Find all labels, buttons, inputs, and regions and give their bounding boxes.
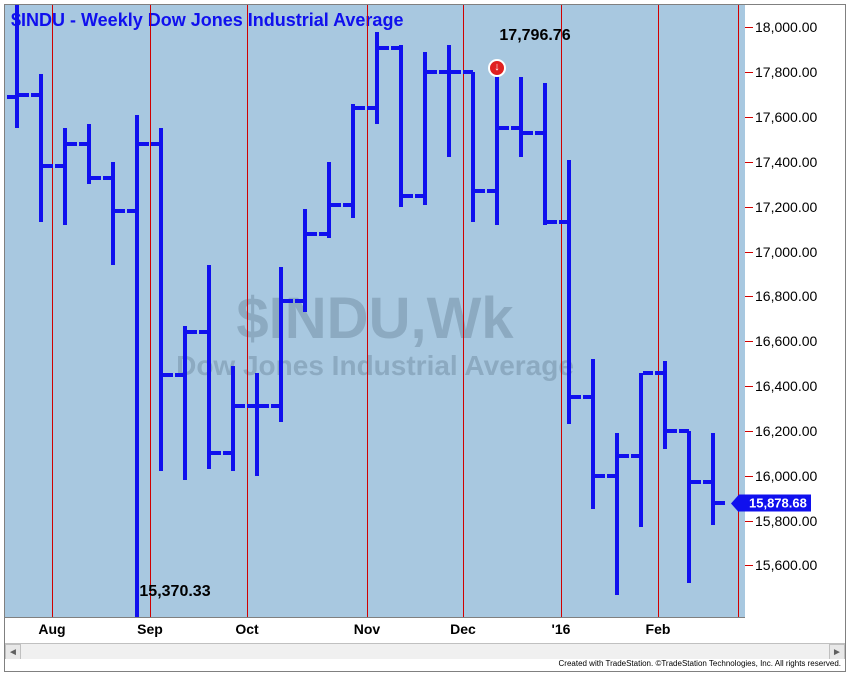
ytick-mark xyxy=(745,386,753,387)
ytick-mark xyxy=(745,72,753,73)
xtick-label: Dec xyxy=(450,621,476,637)
xtick-gridline xyxy=(561,5,562,617)
ytick-label: 16,000.00 xyxy=(755,468,817,484)
ytick-label: 15,800.00 xyxy=(755,513,817,529)
chart-window: $INDU - Weekly Dow Jones Industrial Aver… xyxy=(4,4,846,672)
ytick-mark xyxy=(745,521,753,522)
xtick-gridline xyxy=(150,5,151,617)
right-boundary-line xyxy=(738,5,739,617)
ytick-mark xyxy=(745,27,753,28)
x-axis: Aug Sep Oct Nov Dec '16 Feb xyxy=(5,617,745,644)
xtick-label: '16 xyxy=(552,621,571,637)
ytick-label: 17,000.00 xyxy=(755,244,817,260)
ytick-mark xyxy=(745,431,753,432)
ytick-label: 17,800.00 xyxy=(755,64,817,80)
xtick-label: Oct xyxy=(235,621,258,637)
price-annotation: 17,796.76 xyxy=(499,27,570,45)
scroll-left-button[interactable]: ◄ xyxy=(5,644,21,660)
horizontal-scrollbar[interactable]: ◄ ► xyxy=(5,643,845,660)
xtick-label: Sep xyxy=(137,621,163,637)
ytick-mark xyxy=(745,252,753,253)
watermark-symbol: $INDU,Wk xyxy=(236,285,513,352)
xtick-label: Aug xyxy=(38,621,65,637)
ytick-label: 16,600.00 xyxy=(755,333,817,349)
ytick-label: 15,600.00 xyxy=(755,557,817,573)
ytick-mark xyxy=(745,296,753,297)
ytick-mark xyxy=(745,117,753,118)
xtick-gridline xyxy=(52,5,53,617)
last-price-flag: 15,878.68 xyxy=(739,494,811,511)
scroll-right-button[interactable]: ► xyxy=(829,644,845,660)
ytick-mark xyxy=(745,565,753,566)
xtick-gridline xyxy=(658,5,659,617)
ytick-mark xyxy=(745,476,753,477)
watermark-description: Dow Jones Industrial Average xyxy=(176,350,574,382)
ytick-label: 17,600.00 xyxy=(755,109,817,125)
xtick-label: Feb xyxy=(646,621,671,637)
ytick-label: 17,200.00 xyxy=(755,199,817,215)
ytick-mark xyxy=(745,162,753,163)
down-arrow-marker-icon: ↓ xyxy=(488,59,506,77)
ytick-label: 17,400.00 xyxy=(755,154,817,170)
ytick-mark xyxy=(745,207,753,208)
xtick-gridline xyxy=(247,5,248,617)
ytick-label: 16,200.00 xyxy=(755,423,817,439)
price-annotation: 15,370.33 xyxy=(139,583,210,601)
xtick-gridline xyxy=(463,5,464,617)
ytick-label: 16,400.00 xyxy=(755,378,817,394)
ytick-label: 16,800.00 xyxy=(755,288,817,304)
xtick-gridline xyxy=(367,5,368,617)
footer-attribution: Created with TradeStation. ©TradeStation… xyxy=(5,659,845,671)
chart-title: $INDU - Weekly Dow Jones Industrial Aver… xyxy=(11,10,403,31)
chart-plot-area[interactable]: $INDU - Weekly Dow Jones Industrial Aver… xyxy=(5,5,745,617)
ytick-mark xyxy=(745,341,753,342)
y-axis: 15,600.00 15,800.00 16,000.00 16,200.00 16,4… xyxy=(745,5,845,617)
xtick-label: Nov xyxy=(354,621,380,637)
ytick-label: 18,000.00 xyxy=(755,19,817,35)
